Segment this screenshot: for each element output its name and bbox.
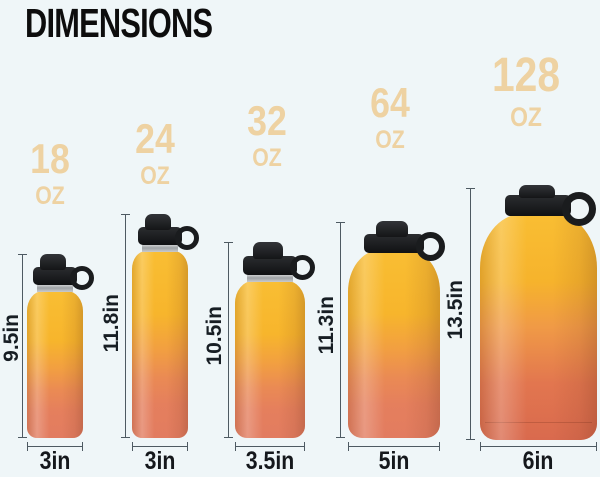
height-dimension-line <box>18 254 27 438</box>
cap-handle <box>562 192 596 226</box>
capacity-unit: OZ <box>510 102 542 132</box>
capacity-label: 64 OZ <box>330 82 450 153</box>
capacity-unit: OZ <box>375 126 405 154</box>
bottle-cap <box>364 234 424 253</box>
height-dimension-line <box>336 222 345 438</box>
height-value-label: 13.5in <box>444 280 467 340</box>
capacity-value: 24 <box>135 115 175 162</box>
width-value-label: 6in <box>522 447 554 475</box>
bottle-body <box>348 250 440 438</box>
bottle-cap <box>138 227 182 245</box>
bottle-cap-spout <box>376 221 408 237</box>
bottle-cap-spout <box>519 185 555 198</box>
height-value-label: 11.3in <box>315 296 338 355</box>
capacity-value: 64 <box>370 79 410 126</box>
height-dimension-line <box>224 242 233 438</box>
width-value-label: 3in <box>39 447 71 475</box>
height-value-label: 9.5in <box>0 314 23 362</box>
capacity-unit: OZ <box>35 182 65 210</box>
capacity-unit: OZ <box>140 162 170 190</box>
width-dimension-line <box>235 442 305 451</box>
capacity-unit: OZ <box>252 144 282 172</box>
width-value-label: 5in <box>378 447 410 475</box>
height-value-label: 10.5in <box>203 306 226 366</box>
capacity-label: 32 OZ <box>207 100 327 171</box>
width-dimension-line <box>348 442 440 451</box>
cap-handle <box>70 266 94 290</box>
bottle-cap <box>505 195 571 216</box>
width-value-label: 3.5in <box>245 447 295 475</box>
bottle-body <box>132 251 188 438</box>
bottle-cap <box>33 267 77 285</box>
bottle-cap-spout <box>40 254 66 270</box>
width-dimension-line <box>132 442 188 451</box>
cap-handle <box>416 232 445 261</box>
bottle-body <box>235 281 305 438</box>
bottle-body <box>480 214 597 440</box>
cap-handle <box>175 226 199 250</box>
steel-band <box>142 243 178 252</box>
bottle-cap-spout <box>145 214 171 230</box>
capacity-label: 128 OZ <box>466 52 586 131</box>
width-dimension-line <box>480 442 597 451</box>
capacity-value: 32 <box>247 97 287 144</box>
steel-band <box>37 283 73 292</box>
height-dimension-line <box>466 188 475 440</box>
bottle-body <box>27 291 83 438</box>
capacity-value: 18 <box>30 135 70 182</box>
cap-handle <box>290 255 315 280</box>
page-title: DIMENSIONS <box>25 0 213 46</box>
capacity-label: 18 OZ <box>0 138 110 209</box>
bottle-cap-spout <box>253 242 283 259</box>
width-dimension-line <box>27 442 83 451</box>
height-dimension-line <box>121 214 130 438</box>
steel-band <box>247 273 293 282</box>
bottle-cap <box>243 256 297 275</box>
width-value-label: 3in <box>144 447 176 475</box>
height-value-label: 11.8in <box>100 294 123 353</box>
capacity-label: 24 OZ <box>95 118 215 189</box>
capacity-value: 128 <box>491 49 561 102</box>
